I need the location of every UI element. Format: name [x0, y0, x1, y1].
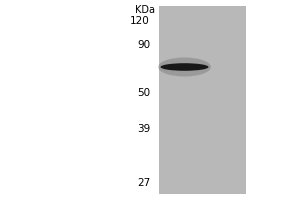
Text: 90: 90	[137, 40, 150, 50]
Ellipse shape	[160, 63, 208, 71]
Text: 39: 39	[137, 124, 150, 134]
Text: 120: 120	[130, 16, 150, 26]
Text: 50: 50	[137, 88, 150, 98]
Bar	[159, 6, 246, 194]
Ellipse shape	[158, 58, 211, 76]
Text: 27: 27	[137, 178, 150, 188]
Text: KDa: KDa	[134, 5, 154, 15]
